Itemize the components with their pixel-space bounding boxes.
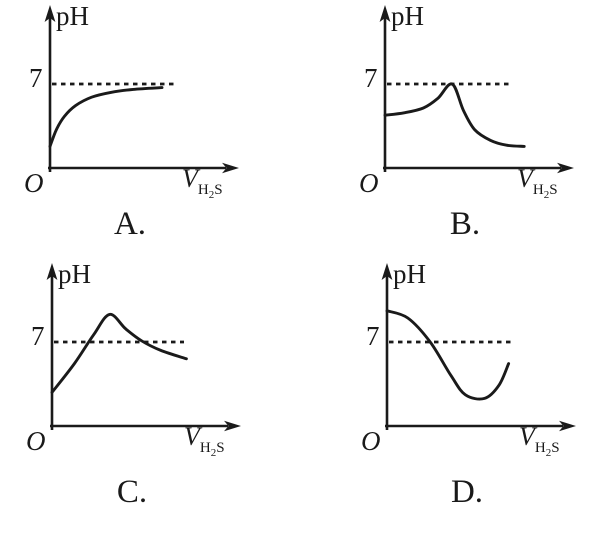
option-panel-d: pH 7 O VH2S D. bbox=[347, 260, 597, 532]
option-letter: B. bbox=[449, 206, 481, 242]
x-axis-label-sub-h: H bbox=[199, 440, 211, 456]
option-letter: D. bbox=[450, 474, 484, 510]
ref-tick-label: 7 bbox=[31, 321, 45, 351]
option-letter: C. bbox=[116, 474, 148, 510]
origin-label: O bbox=[26, 426, 46, 456]
x-axis-arrow-icon bbox=[557, 162, 574, 174]
origin-label: O bbox=[24, 168, 44, 198]
option-panel-b: pH 7 O VH2S B. bbox=[345, 2, 595, 254]
option-letter: A. bbox=[113, 206, 147, 242]
y-axis-label: pH bbox=[58, 259, 91, 289]
x-axis-arrow-icon bbox=[224, 420, 241, 432]
x-axis-label-sub-s: S bbox=[216, 440, 225, 456]
y-axis-arrow-icon bbox=[381, 263, 393, 280]
plot-c bbox=[46, 263, 241, 432]
ph-curve bbox=[48, 86, 164, 148]
y-axis-label: pH bbox=[393, 259, 426, 289]
origin-label: O bbox=[359, 168, 379, 198]
x-axis-label-sub-2: 2 bbox=[210, 447, 217, 459]
x-axis-label-sub-h: H bbox=[532, 182, 544, 198]
option-panel-a: pH 7 O VH2S A. bbox=[10, 2, 260, 254]
ref-tick-label: 7 bbox=[366, 321, 380, 351]
y-axis-arrow-icon bbox=[44, 5, 56, 22]
y-axis-arrow-icon bbox=[46, 263, 58, 280]
y-axis-label: pH bbox=[56, 1, 89, 31]
x-axis-label-v: V bbox=[519, 422, 535, 451]
x-axis-label-sub-h: H bbox=[197, 182, 209, 198]
x-axis-label-sub-h: H bbox=[534, 440, 546, 456]
x-axis-label-sub-2: 2 bbox=[543, 189, 550, 201]
x-axis-label-v: V bbox=[517, 164, 533, 193]
x-axis-label: VH2S bbox=[184, 424, 225, 459]
ref-tick-label: 7 bbox=[29, 63, 43, 93]
x-axis-label-v: V bbox=[184, 422, 200, 451]
plot-d bbox=[381, 263, 576, 432]
x-axis-label: VH2S bbox=[519, 424, 560, 459]
ph-curve bbox=[385, 309, 511, 401]
y-axis-arrow-icon bbox=[379, 5, 391, 22]
x-axis-label-sub-2: 2 bbox=[545, 447, 552, 459]
x-axis-label: VH2S bbox=[517, 166, 558, 201]
x-axis-label: VH2S bbox=[182, 166, 223, 201]
origin-label: O bbox=[361, 426, 381, 456]
plot-b bbox=[379, 5, 574, 174]
ph-curve bbox=[383, 82, 526, 148]
x-axis-label-sub-s: S bbox=[549, 182, 558, 198]
x-axis-label-sub-2: 2 bbox=[208, 189, 215, 201]
ph-curve bbox=[50, 312, 188, 394]
ref-tick-label: 7 bbox=[364, 63, 378, 93]
x-axis-label-sub-s: S bbox=[214, 182, 223, 198]
option-panel-c: pH 7 O VH2S C. bbox=[12, 260, 262, 532]
x-axis-label-v: V bbox=[182, 164, 198, 193]
x-axis-arrow-icon bbox=[222, 162, 239, 174]
x-axis-arrow-icon bbox=[559, 420, 576, 432]
y-axis-label: pH bbox=[391, 1, 424, 31]
plot-a bbox=[44, 5, 239, 174]
x-axis-label-sub-s: S bbox=[551, 440, 560, 456]
